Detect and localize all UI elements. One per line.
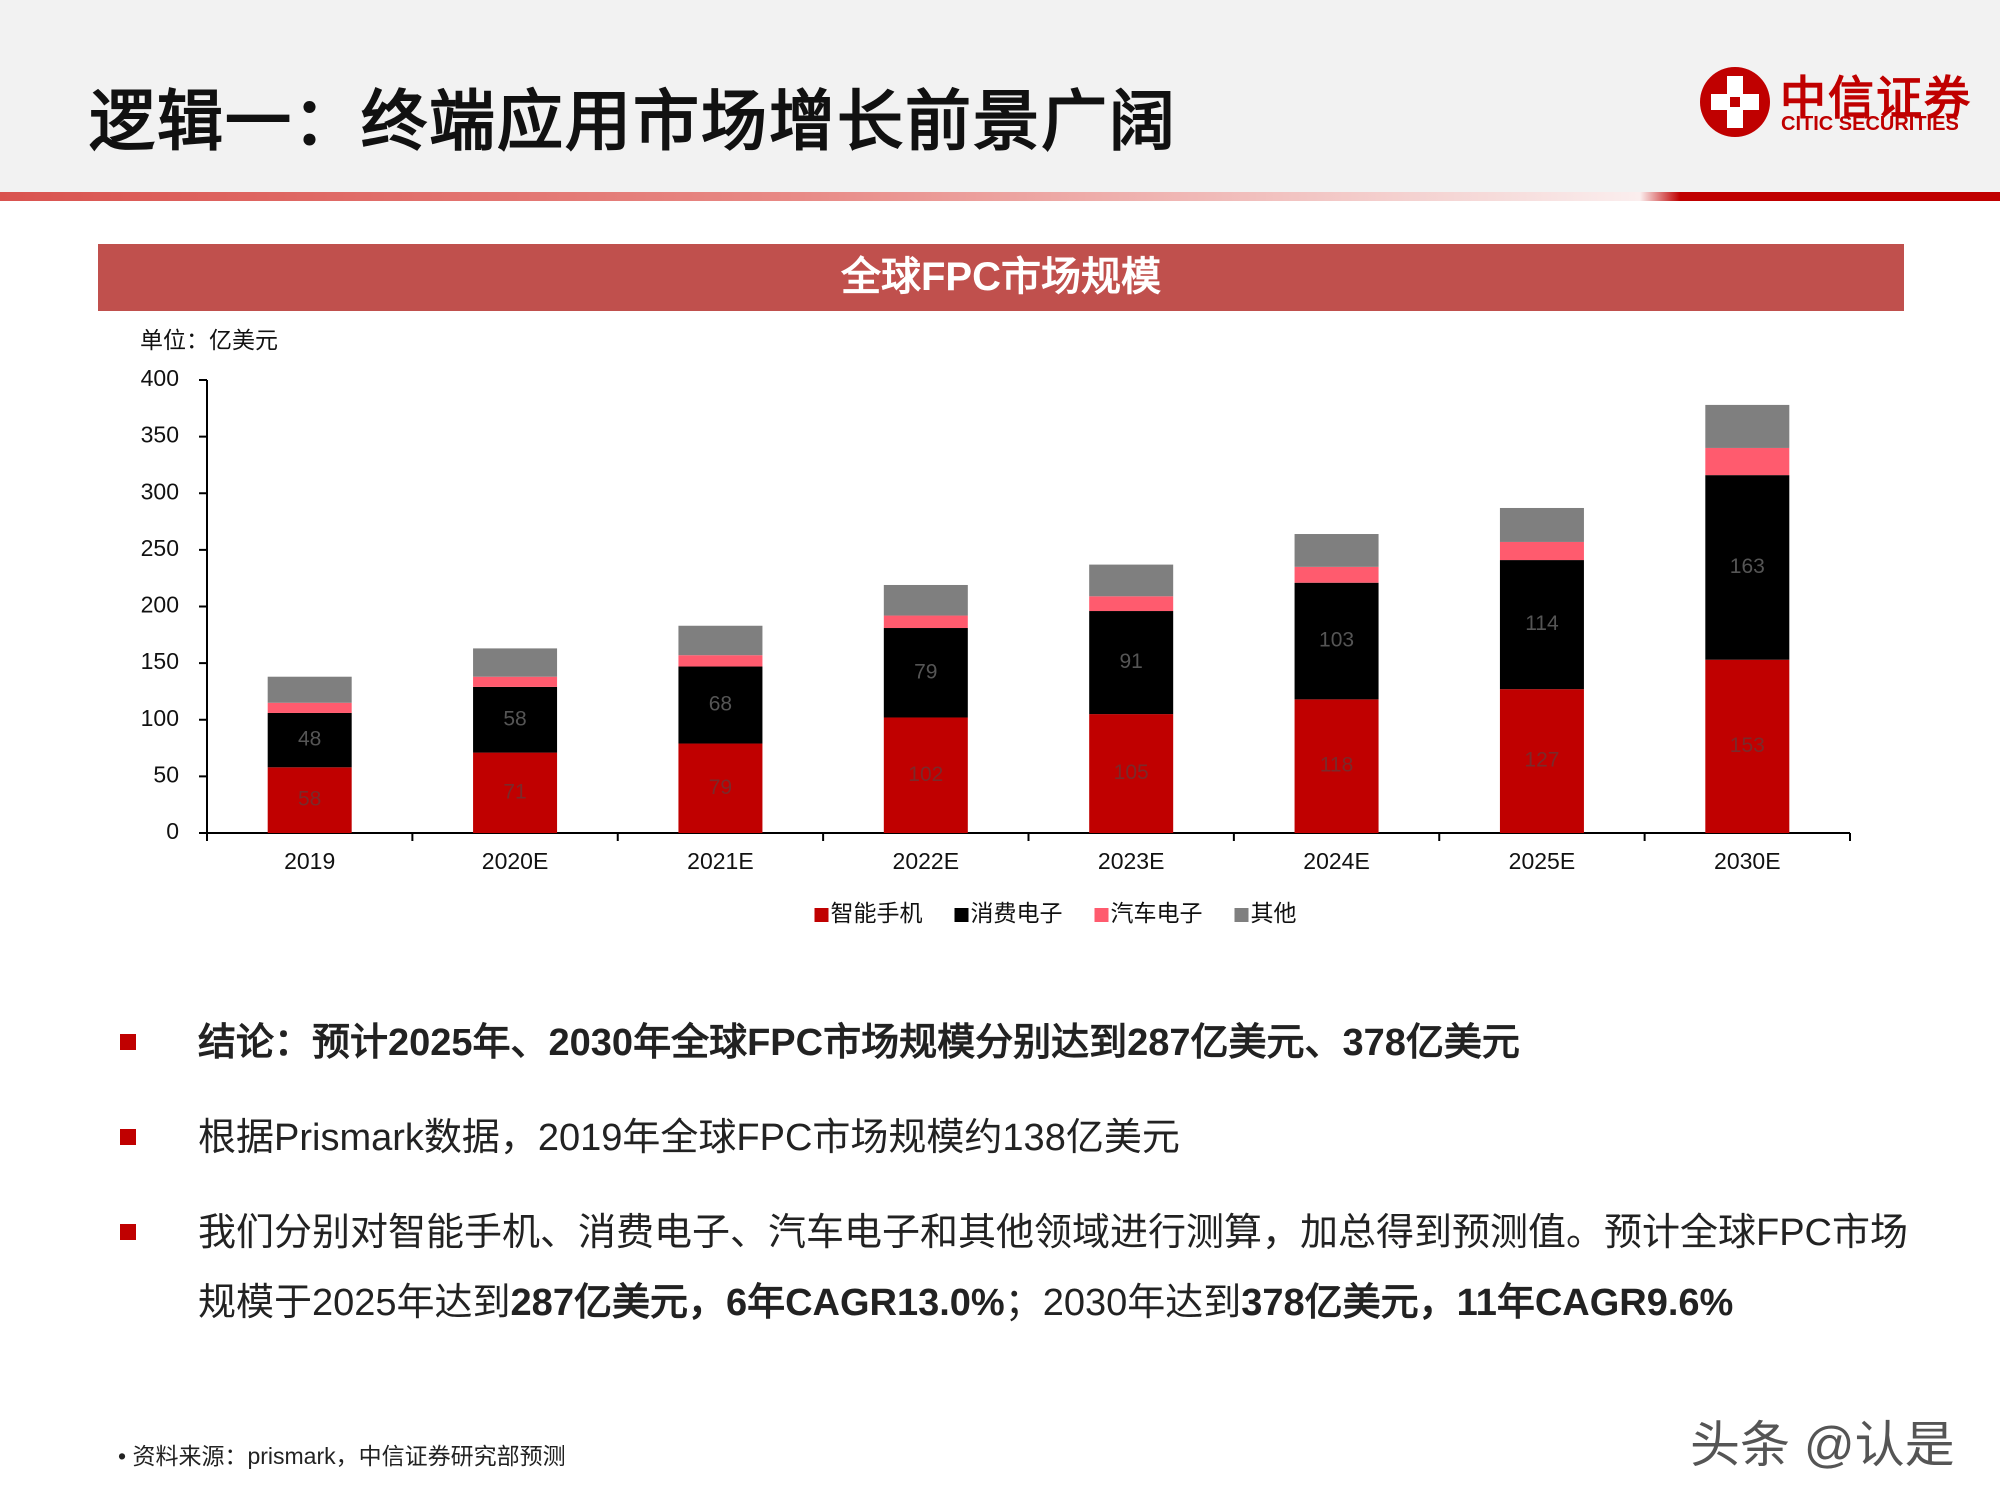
legend-label: 汽车电子	[1111, 900, 1203, 926]
legend-swatch	[1094, 908, 1109, 922]
data-label: 79	[709, 776, 732, 799]
chart: 单位：亿美元 0 50 100 150 200 250 300 350 400 2019 58 48 2…	[140, 327, 1851, 926]
header-bar	[0, 0, 2000, 192]
x-tick-label: 2030E	[1714, 848, 1781, 874]
bar-segment	[883, 628, 968, 718]
y-tick-label: 300	[141, 478, 179, 504]
logo-icon	[1700, 67, 1770, 137]
bar-segment	[473, 686, 558, 753]
bullet-text: 根据Prismark数据，2019年全球FPC市场规模约138亿美元	[198, 1103, 1910, 1173]
bar-segment	[1705, 475, 1790, 660]
bar-segment	[678, 625, 763, 656]
bar-segment	[1705, 404, 1790, 448]
bar-segment	[1705, 659, 1790, 833]
data-label: 105	[1114, 761, 1149, 784]
data-label: 102	[908, 763, 943, 786]
watermark: 头条 @认是	[1690, 1417, 1955, 1473]
bar-segment	[678, 666, 763, 744]
y-tick-label: 400	[141, 365, 179, 391]
bar-segment	[473, 648, 558, 677]
bullet-marker	[120, 1129, 136, 1145]
x-tick-label: 2021E	[687, 848, 754, 874]
bar-segment	[1499, 507, 1584, 542]
y-tick-label: 100	[141, 705, 179, 731]
bar-segment	[883, 717, 968, 833]
bar-segment	[473, 676, 558, 687]
y-tick-label: 200	[141, 592, 179, 618]
bullet-marker	[120, 1034, 136, 1050]
bar-segment	[883, 584, 968, 616]
text-run: 287亿美元，6年CAGR13.0%	[510, 1282, 1005, 1324]
chart-title: 全球FPC市场规模	[98, 244, 1904, 311]
data-label: 58	[503, 707, 526, 730]
bar-segment	[473, 752, 558, 833]
header-line	[0, 192, 2000, 201]
bar-segment	[267, 702, 352, 713]
data-label: 68	[709, 693, 732, 716]
y-tick-label: 350	[141, 422, 179, 448]
bar-segment	[267, 712, 352, 768]
slide-title: 逻辑一：终端应用市场增长前景广阔	[89, 84, 1177, 158]
legend-swatch	[954, 908, 969, 922]
data-label: 153	[1730, 734, 1765, 757]
bullet-text: 我们分别对智能手机、消费电子、汽车电子和其他领域进行测算，加总得到预测值。预计全…	[198, 1198, 1910, 1338]
y-tick-label: 150	[141, 648, 179, 674]
x-tick-label: 2023E	[1098, 848, 1165, 874]
bar-segment	[1294, 566, 1379, 583]
text-run: 根据Prismark数据，2019年全球FPC市场规模约138亿美元	[198, 1117, 1180, 1159]
bullet-marker	[120, 1224, 136, 1240]
x-tick-label: 2022E	[893, 848, 960, 874]
text-run: 我们分别对智能手机、消费电子、汽车电子和其他领域进行测算，加总得到预测值。预计全…	[198, 1212, 1909, 1324]
text-run: 结论：预计2025年、2030年全球FPC市场规模分别达到287亿美元、378亿…	[198, 1022, 1520, 1064]
bar-segment	[678, 743, 763, 833]
data-label: 127	[1524, 749, 1559, 772]
bar-segment	[1499, 541, 1584, 561]
text-run: ；2030年达到	[1004, 1282, 1242, 1324]
legend-label: 其他	[1251, 900, 1297, 926]
legend-label: 智能手机	[831, 900, 923, 926]
data-label: 114	[1525, 612, 1559, 635]
x-tick-label: 2020E	[482, 848, 549, 874]
data-label: 118	[1320, 754, 1353, 777]
bullet-text: 结论：预计2025年、2030年全球FPC市场规模分别达到287亿美元、378亿…	[198, 1008, 1910, 1078]
logo-text: 中信证券	[1780, 72, 1972, 124]
bar-segment	[1705, 447, 1790, 476]
bar-segment	[1089, 596, 1174, 612]
bar-segment	[1499, 560, 1584, 690]
bar-segment	[1089, 564, 1174, 597]
bar-segment	[1089, 611, 1174, 715]
y-tick-label: 0	[166, 818, 179, 844]
bar-segment	[678, 655, 763, 667]
bar-segment	[1294, 534, 1379, 567]
data-label: 58	[298, 788, 321, 811]
text-run: 378亿美元，11年CAGR9.6%	[1241, 1282, 1734, 1324]
source-note: • 资料来源：prismark，中信证券研究部预测	[118, 1443, 566, 1469]
bar-segment	[267, 676, 352, 703]
legend-swatch	[1234, 908, 1249, 922]
bar-segment	[883, 615, 968, 629]
bar-segment	[1294, 582, 1379, 700]
legend-swatch	[814, 908, 829, 922]
x-tick-label: 2024E	[1303, 848, 1370, 874]
data-label: 48	[298, 728, 321, 751]
data-label: 103	[1319, 629, 1354, 652]
legend-label: 消费电子	[971, 900, 1063, 926]
bar-segment	[1089, 714, 1174, 833]
data-label: 71	[503, 780, 526, 803]
x-tick-label: 2019	[284, 848, 335, 874]
y-tick-label: 250	[141, 535, 179, 561]
bar-segment	[267, 767, 352, 833]
data-label: 79	[914, 660, 937, 683]
data-label: 91	[1120, 650, 1143, 673]
logo-subtext: CITIC SECURITIES	[1781, 113, 1959, 135]
y-tick-label: 50	[153, 761, 179, 787]
unit-label: 单位：亿美元	[140, 327, 278, 353]
data-label: 163	[1730, 555, 1765, 578]
bar-segment	[1294, 699, 1379, 833]
x-tick-label: 2025E	[1509, 848, 1576, 874]
bar-segment	[1499, 689, 1584, 833]
